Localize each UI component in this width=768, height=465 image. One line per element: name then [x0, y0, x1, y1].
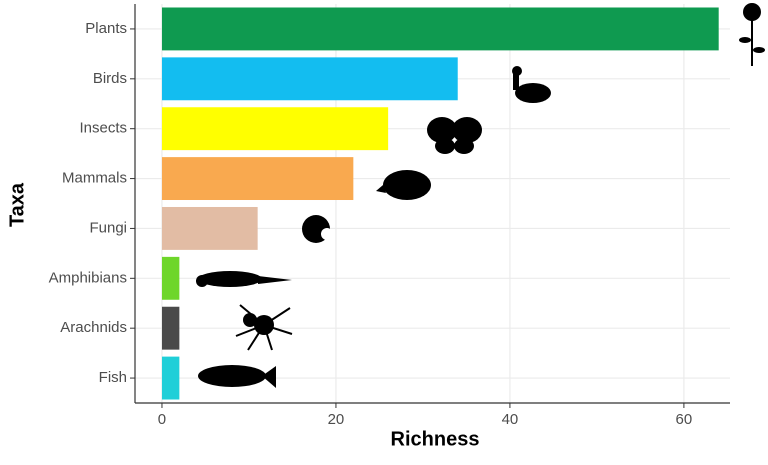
y-tick-label: Arachnids [60, 319, 127, 336]
bar [161, 306, 180, 350]
bar [161, 7, 719, 51]
hedgehog-icon [376, 170, 431, 200]
goose-icon [512, 66, 551, 103]
y-tick-label: Fish [99, 369, 127, 386]
y-tick-label: Amphibians [49, 269, 127, 286]
x-axis-title: Richness [391, 428, 480, 450]
salamander-icon [196, 271, 292, 287]
y-tick-label: Insects [79, 120, 127, 137]
bar [161, 57, 458, 101]
bar [161, 107, 389, 151]
butterfly-icon [427, 117, 482, 154]
x-tick-label: 60 [676, 411, 693, 428]
bar [161, 356, 180, 400]
y-axis-title: Taxa [6, 182, 28, 227]
bar [161, 256, 180, 300]
flower-icon [739, 3, 765, 66]
y-tick-label: Mammals [62, 170, 127, 187]
bar [161, 206, 258, 250]
fish-icon [198, 365, 276, 388]
x-tick-label: 0 [158, 411, 166, 428]
x-tick-label: 20 [328, 411, 345, 428]
spider-icon [235, 304, 293, 351]
bar [161, 157, 354, 201]
y-tick-label: Fungi [89, 219, 127, 236]
y-tick-label: Birds [93, 70, 127, 87]
icons [196, 3, 765, 388]
y-tick-label: Plants [85, 20, 127, 37]
fungus-icon [302, 215, 333, 243]
x-tick-label: 40 [502, 411, 519, 428]
